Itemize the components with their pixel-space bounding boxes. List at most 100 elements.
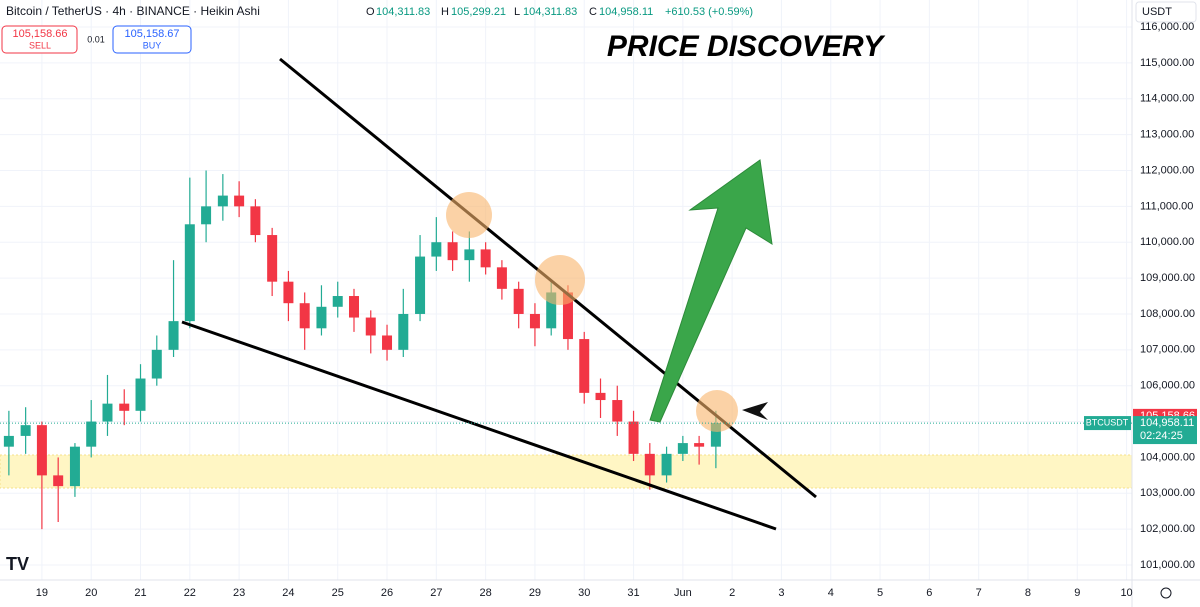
h-value: 105,299.21 <box>451 6 506 18</box>
last-label: 104,958.11 <box>1140 417 1194 429</box>
candle-body <box>513 288 524 314</box>
x-tick-label: 29 <box>529 587 541 599</box>
candle-body <box>267 235 278 282</box>
candle-body <box>217 195 228 207</box>
x-tick-label: 25 <box>332 587 344 599</box>
x-tick-label: 9 <box>1074 587 1080 599</box>
x-tick-label: 10 <box>1120 587 1132 599</box>
x-tick-label: 4 <box>828 587 834 599</box>
candle-body <box>316 306 327 329</box>
candle-body <box>529 313 540 329</box>
candle-body <box>119 403 130 411</box>
x-tick-label: 6 <box>926 587 932 599</box>
x-tick-label: 23 <box>233 587 245 599</box>
x-tick-label: 31 <box>627 587 639 599</box>
y-tick-label: 101,000.00 <box>1140 559 1195 571</box>
change: +610.53 (+0.59%) <box>665 6 753 18</box>
symbol-tag <box>1084 416 1131 431</box>
l-label: L <box>514 6 520 18</box>
candle-body <box>415 256 426 314</box>
x-tick-label: 27 <box>430 587 442 599</box>
candle-body <box>628 421 639 454</box>
settings-icon[interactable] <box>1160 587 1172 599</box>
candle-body <box>234 195 245 207</box>
breakout-circle <box>696 390 738 432</box>
candle-body <box>431 242 442 257</box>
candle-body <box>710 423 721 447</box>
o-label: O <box>366 6 375 18</box>
y-tick-label: 110,000.00 <box>1140 236 1194 248</box>
y-tick-label: 104,000.00 <box>1140 451 1195 463</box>
candle-body <box>447 242 458 261</box>
sell-label: SELL <box>29 40 51 50</box>
pointer-arrow <box>742 402 768 420</box>
candle-body <box>201 206 212 225</box>
symbol: Bitcoin / TetherUS · 4h · BINANCE · Heik… <box>6 4 260 18</box>
candle-body <box>184 224 195 322</box>
up-arrow <box>649 159 773 423</box>
candle-body <box>20 425 31 436</box>
candle-body <box>464 249 475 261</box>
y-tick-label: 115,000.00 <box>1140 57 1194 69</box>
x-tick-label: 21 <box>134 587 146 599</box>
h-label: H <box>441 6 449 18</box>
touch-circle <box>446 192 492 238</box>
logo: TV <box>6 554 29 574</box>
candle-body <box>644 453 655 476</box>
candle-body <box>595 392 606 401</box>
countdown: 02:24:25 <box>1140 430 1183 442</box>
y-tick-label: 114,000.00 <box>1140 93 1194 105</box>
candle-body <box>299 303 310 329</box>
candle-body <box>53 475 64 487</box>
x-tick-label: 26 <box>381 587 393 599</box>
y-tick-label: 107,000.00 <box>1140 344 1195 356</box>
x-tick-label: 24 <box>282 587 294 599</box>
x-tick-label: 3 <box>778 587 784 599</box>
c-value: 104,958.11 <box>599 6 653 18</box>
l-value: 104,311.83 <box>523 6 577 18</box>
spread: 0.01 <box>87 34 105 44</box>
x-tick-label: 5 <box>877 587 883 599</box>
y-tick-label: 108,000.00 <box>1140 308 1195 320</box>
candle-body <box>579 339 590 393</box>
candle-body <box>3 435 14 447</box>
currency: USDT <box>1142 6 1172 18</box>
o-value: 104,311.83 <box>376 6 430 18</box>
price-axis <box>1132 0 1200 580</box>
x-tick-label: 7 <box>976 587 982 599</box>
candle-body <box>398 313 409 350</box>
x-tick-label: 30 <box>578 587 590 599</box>
x-tick-label: Jun <box>674 587 692 599</box>
candle-body <box>496 267 507 289</box>
x-tick-label: 28 <box>480 587 492 599</box>
currency-button[interactable] <box>1135 1 1197 23</box>
candle-body <box>102 403 113 422</box>
buy-price: 105,158.67 <box>124 28 179 40</box>
sell-price: 105,158.66 <box>12 28 67 40</box>
candle-body <box>612 400 623 422</box>
buy-button[interactable] <box>112 25 192 54</box>
y-tick-label: 112,000.00 <box>1140 164 1194 176</box>
y-tick-label: 106,000.00 <box>1140 380 1195 392</box>
chart-title: PRICE DISCOVERY <box>607 30 886 63</box>
candle-body <box>562 292 573 340</box>
candle-body <box>36 425 47 476</box>
c-label: C <box>589 6 597 18</box>
candle-body <box>382 335 393 350</box>
y-tick-label: 116,000.00 <box>1140 21 1194 33</box>
candle-body <box>69 446 80 487</box>
candle-body <box>86 421 97 447</box>
candle-body <box>677 443 688 454</box>
sell-button[interactable] <box>1 25 78 54</box>
symbol-tag-label: BTCUSDT <box>1086 417 1129 427</box>
y-tick-label: 109,000.00 <box>1140 272 1195 284</box>
y-tick-label: 102,000.00 <box>1140 523 1195 535</box>
last-tag <box>1133 416 1197 445</box>
lower-trendline <box>181 320 777 531</box>
candle-body <box>546 292 557 329</box>
y-tick-label: 113,000.00 <box>1140 129 1194 141</box>
candle-body <box>135 378 146 411</box>
candle-body <box>661 453 672 476</box>
